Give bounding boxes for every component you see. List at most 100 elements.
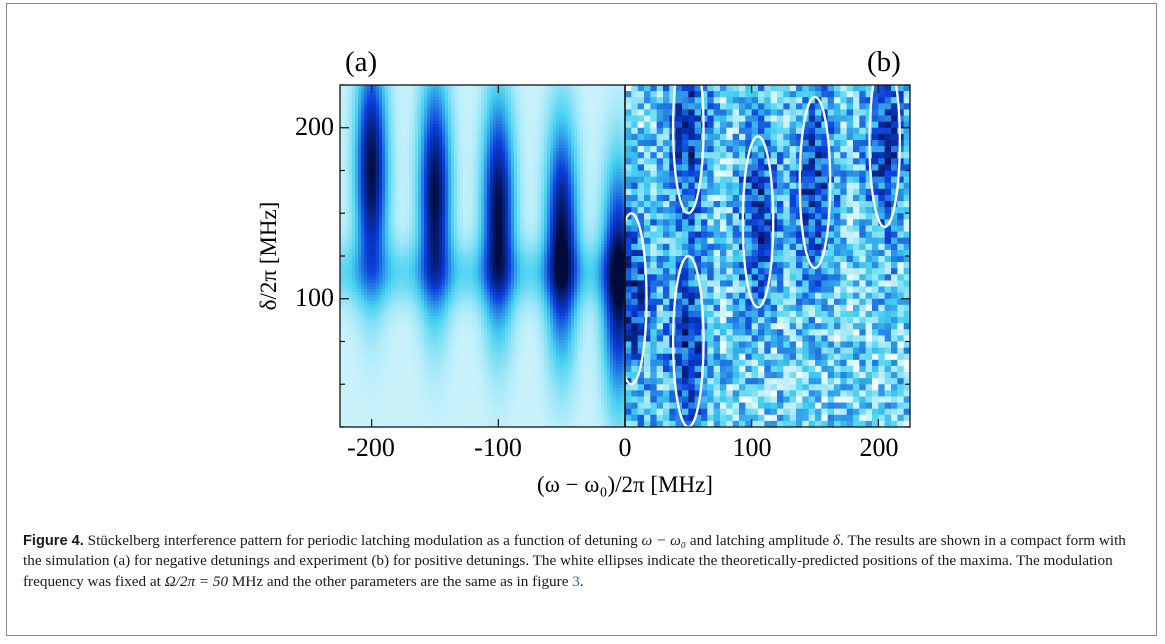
- heatmap-cell: [391, 394, 395, 398]
- heatmap-cell: [358, 292, 362, 296]
- heatmap-cell: [436, 121, 440, 125]
- heatmap-cell: [367, 121, 371, 125]
- heatmap-cell: [433, 217, 437, 221]
- heatmap-cell: [460, 181, 464, 185]
- heatmap-cell: [385, 178, 389, 182]
- heatmap-cell: [469, 169, 473, 173]
- heatmap-cell: [436, 238, 440, 242]
- heatmap-cell: [451, 178, 455, 182]
- heatmap-cell: [430, 166, 434, 170]
- heatmap-cell: [358, 172, 362, 176]
- heatmap-cell: [403, 283, 407, 287]
- heatmap-cell: [406, 169, 410, 173]
- heatmap-cell: [355, 370, 359, 374]
- heatmap-cell: [439, 115, 443, 119]
- heatmap-cell: [343, 103, 347, 107]
- heatmap-cell: [373, 247, 377, 251]
- heatmap-cell: [397, 94, 401, 98]
- heatmap-cell: [358, 163, 362, 167]
- heatmap-cell: [340, 349, 344, 353]
- heatmap-cell: [343, 94, 347, 98]
- heatmap-cell: [364, 355, 368, 359]
- heatmap-cell: [349, 223, 353, 227]
- heatmap-cell: [343, 346, 347, 350]
- heatmap-cell: [415, 280, 419, 284]
- heatmap-cell: [427, 88, 431, 92]
- heatmap-cell: [346, 124, 350, 128]
- heatmap-cell: [355, 361, 359, 365]
- heatmap-cell: [412, 256, 416, 260]
- heatmap-cell: [463, 178, 467, 182]
- heatmap-cell: [340, 313, 344, 317]
- heatmap-cell: [346, 208, 350, 212]
- heatmap-cell: [460, 271, 464, 275]
- heatmap-cell: [352, 208, 356, 212]
- heatmap-cell: [430, 310, 434, 314]
- heatmap-cell: [430, 304, 434, 308]
- heatmap-cell: [406, 403, 410, 407]
- heatmap-cell: [433, 313, 437, 317]
- heatmap-cell: [373, 214, 377, 218]
- heatmap-cell: [454, 394, 458, 398]
- heatmap-cell: [457, 421, 461, 425]
- heatmap-cell: [436, 319, 440, 323]
- heatmap-cell: [397, 247, 401, 251]
- heatmap-cell: [433, 193, 437, 197]
- heatmap-cell: [448, 211, 452, 215]
- heatmap-cell: [343, 277, 347, 281]
- heatmap-cell: [364, 274, 368, 278]
- heatmap-cell: [469, 103, 473, 107]
- heatmap-cell: [355, 424, 359, 427]
- heatmap-cell: [418, 253, 422, 257]
- heatmap-cell: [343, 379, 347, 383]
- heatmap-cell: [382, 211, 386, 215]
- heatmap-cell: [439, 145, 443, 149]
- heatmap-cell: [427, 274, 431, 278]
- heatmap-cell: [418, 190, 422, 194]
- heatmap-cell: [442, 160, 446, 164]
- heatmap-cell: [424, 397, 428, 401]
- heatmap-cell: [448, 280, 452, 284]
- heatmap-cell: [391, 355, 395, 359]
- heatmap-cell: [340, 241, 344, 245]
- heatmap-cell: [433, 196, 437, 200]
- heatmap-cell: [352, 181, 356, 185]
- heatmap-cell: [352, 205, 356, 209]
- heatmap-cell: [358, 280, 362, 284]
- heatmap-cell: [430, 325, 434, 329]
- heatmap-cell: [379, 169, 383, 173]
- heatmap-cell: [430, 328, 434, 332]
- heatmap-cell: [355, 196, 359, 200]
- heatmap-cell: [361, 154, 365, 158]
- heatmap-cell: [367, 157, 371, 161]
- heatmap-cell: [361, 85, 365, 89]
- heatmap-cell: [454, 304, 458, 308]
- heatmap-cell: [403, 88, 407, 92]
- heatmap-cell: [403, 226, 407, 230]
- heatmap-cell: [430, 319, 434, 323]
- heatmap-cell: [385, 274, 389, 278]
- heatmap-cell: [448, 94, 452, 98]
- heatmap-cell: [397, 178, 401, 182]
- heatmap-cell: [463, 85, 467, 89]
- heatmap-cell: [424, 139, 428, 143]
- heatmap-cell: [379, 214, 383, 218]
- heatmap-cell: [466, 121, 470, 125]
- heatmap-cell: [400, 220, 404, 224]
- heatmap-cell: [358, 121, 362, 125]
- heatmap-cell: [352, 397, 356, 401]
- heatmap-cell: [370, 118, 374, 122]
- heatmap-cell: [346, 412, 350, 416]
- heatmap-cell: [394, 415, 398, 419]
- heatmap-cell: [343, 109, 347, 113]
- heatmap-cell: [358, 205, 362, 209]
- heatmap-cell: [409, 223, 413, 227]
- heatmap-cell: [397, 271, 401, 275]
- heatmap-cell: [343, 187, 347, 191]
- heatmap-cell: [385, 397, 389, 401]
- heatmap-cell: [391, 298, 395, 302]
- heatmap-cell: [391, 325, 395, 329]
- heatmap-cell: [403, 175, 407, 179]
- heatmap-cell: [436, 88, 440, 92]
- heatmap-cell: [439, 85, 443, 89]
